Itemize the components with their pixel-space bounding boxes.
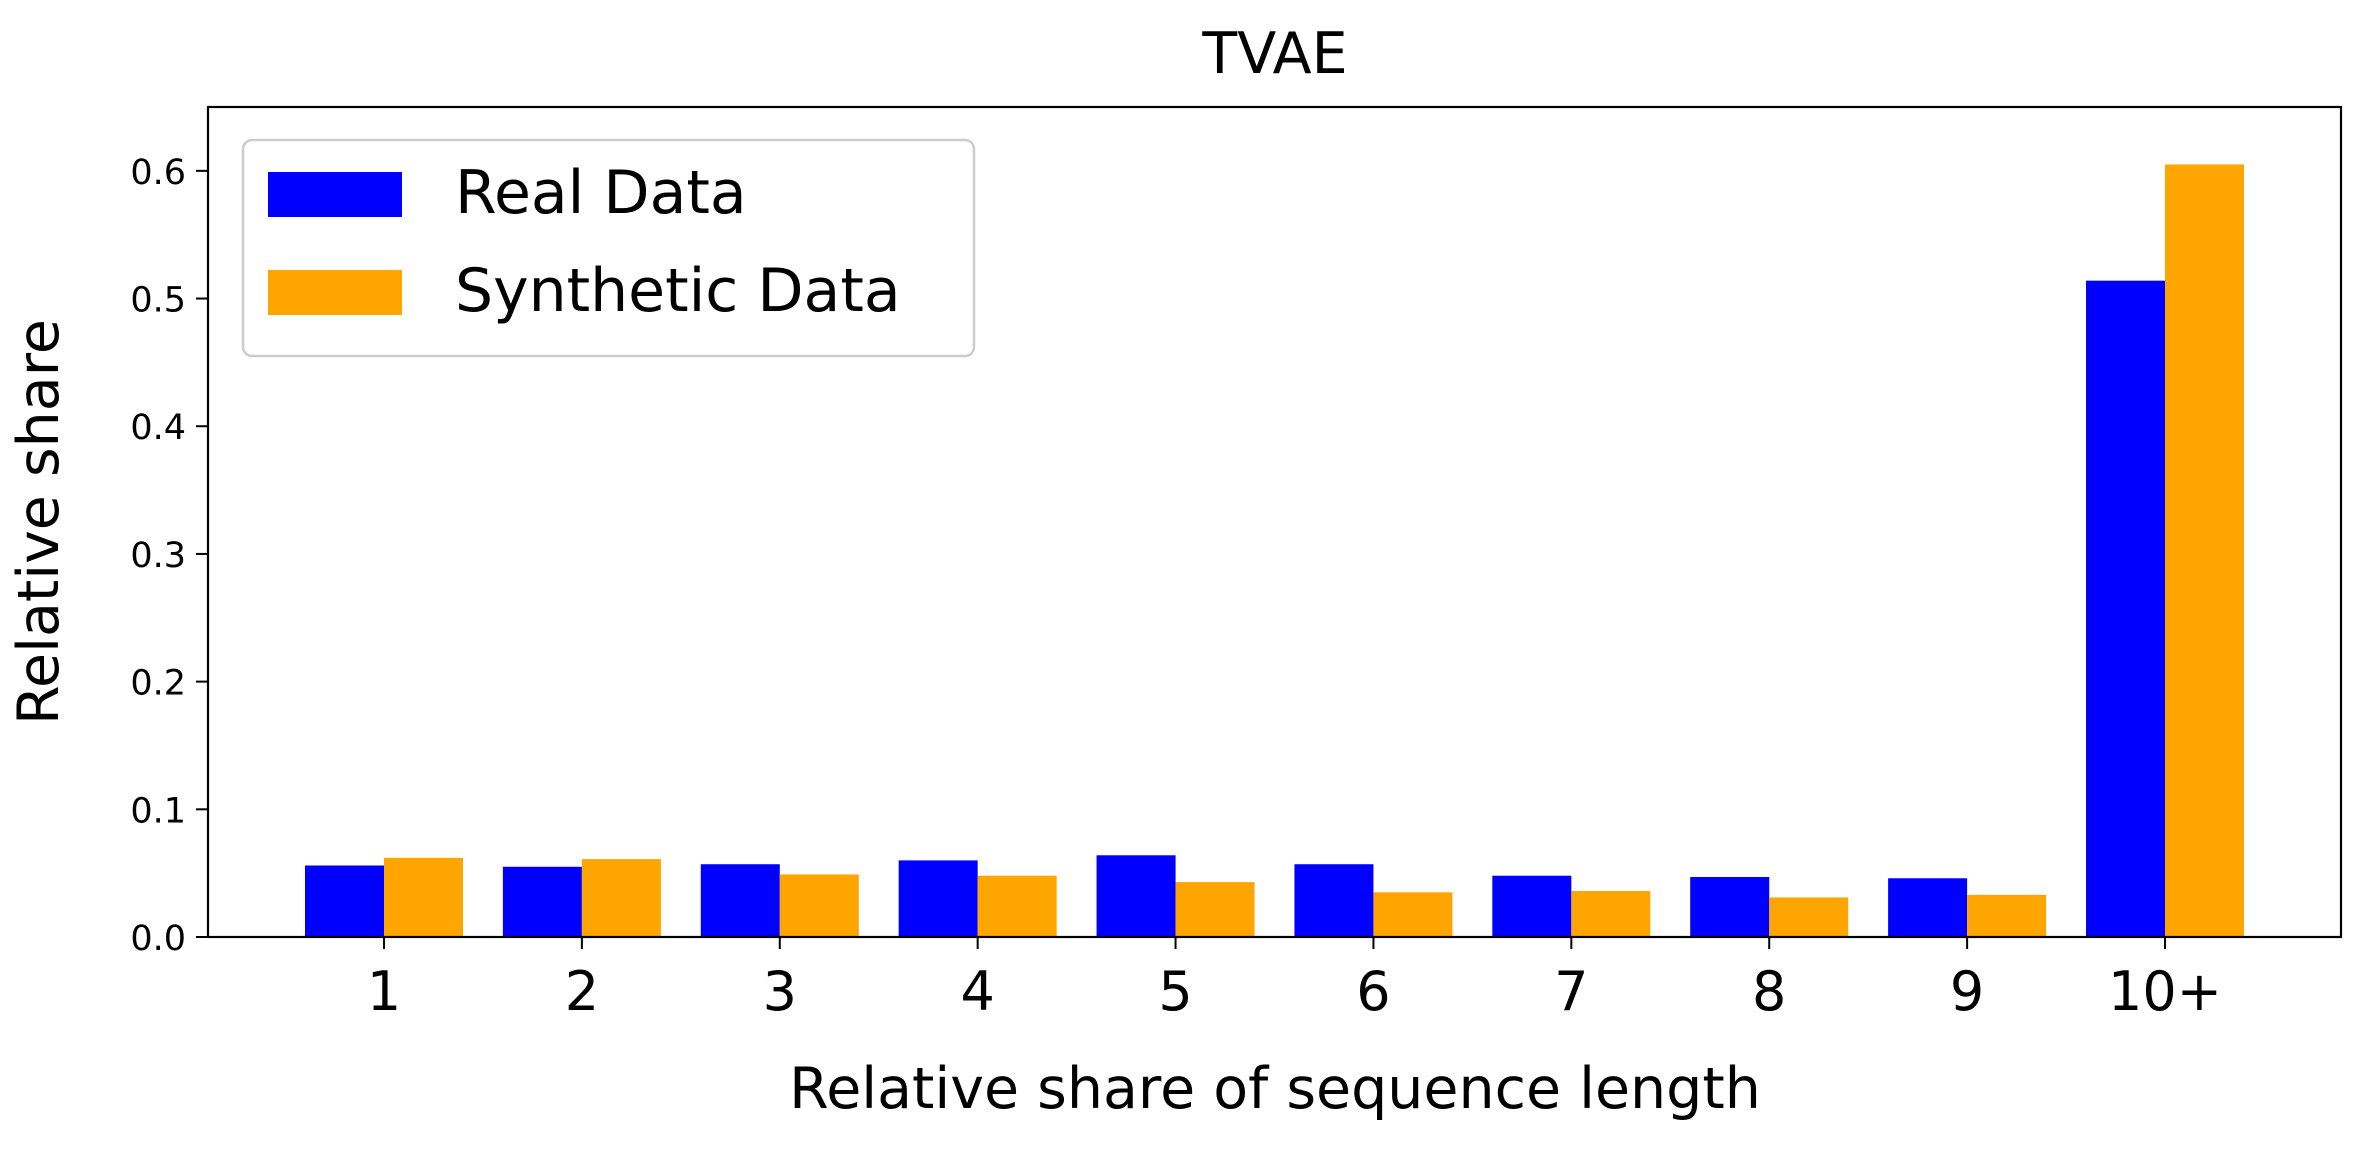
bar-synthetic-2 xyxy=(581,859,661,937)
y-tick-label: 0.2 xyxy=(130,664,186,704)
bar-real-9 xyxy=(1888,878,1968,937)
bar-synthetic-1 xyxy=(384,857,463,937)
legend-label: Real Data xyxy=(455,158,747,228)
bar-synthetic-9 xyxy=(1967,894,2047,937)
x-tick-label: 4 xyxy=(960,960,994,1023)
chart-title: TVAE xyxy=(1201,21,1347,87)
x-tick-label: 10+ xyxy=(2108,960,2222,1023)
x-tick-label: 5 xyxy=(1158,960,1192,1023)
plot-frame xyxy=(206,105,2343,939)
bar-synthetic-5 xyxy=(1175,882,1255,937)
bar-synthetic-7 xyxy=(1571,891,1651,937)
bar-real-3 xyxy=(700,864,780,937)
bar-synthetic-6 xyxy=(1373,892,1453,937)
x-tick-label: 1 xyxy=(367,960,401,1023)
bar-real-1 xyxy=(305,865,384,937)
bar-real-7 xyxy=(1492,875,1572,937)
bar-synthetic-10plus xyxy=(2165,164,2244,937)
bar-real-10plus xyxy=(2086,280,2165,937)
bar-real-5 xyxy=(1096,855,1176,937)
legend-label: Synthetic Data xyxy=(455,256,901,326)
bar-synthetic-4 xyxy=(977,875,1057,937)
y-tick-label: 0.0 xyxy=(130,919,186,959)
legend-swatch xyxy=(268,270,402,315)
bar-synthetic-8 xyxy=(1769,897,1849,937)
bar-real-6 xyxy=(1294,864,1374,937)
y-tick-label: 0.5 xyxy=(130,281,186,321)
y-axis: 0.0 0.1 0.2 0.3 0.4 0.5 0.6 xyxy=(130,153,208,959)
y-axis-label: Relative share xyxy=(6,319,72,725)
legend-box xyxy=(241,138,976,358)
bar-real-4 xyxy=(898,860,978,937)
bars-layer xyxy=(305,164,2244,937)
x-tick-label: 9 xyxy=(1950,960,1984,1023)
y-tick-label: 0.4 xyxy=(130,408,186,448)
x-tick-label: 7 xyxy=(1554,960,1588,1023)
x-tick-label: 6 xyxy=(1356,960,1390,1023)
legend: Real Data Synthetic Data xyxy=(241,138,976,358)
x-tick-label: 8 xyxy=(1752,960,1786,1023)
y-tick-label: 0.6 xyxy=(130,153,186,193)
y-tick-label: 0.1 xyxy=(130,791,186,831)
x-axis-label: Relative share of sequence length xyxy=(789,1056,1761,1122)
bar-real-2 xyxy=(502,866,582,937)
y-tick-label: 0.3 xyxy=(130,536,186,576)
x-tick-label: 2 xyxy=(565,960,599,1023)
legend-swatch xyxy=(268,172,402,217)
x-tick-label: 3 xyxy=(763,960,797,1023)
bar-real-8 xyxy=(1690,876,1770,937)
x-axis: 1 2 3 4 5 6 7 8 9 10+ xyxy=(367,937,2222,1023)
bar-synthetic-3 xyxy=(779,874,859,937)
